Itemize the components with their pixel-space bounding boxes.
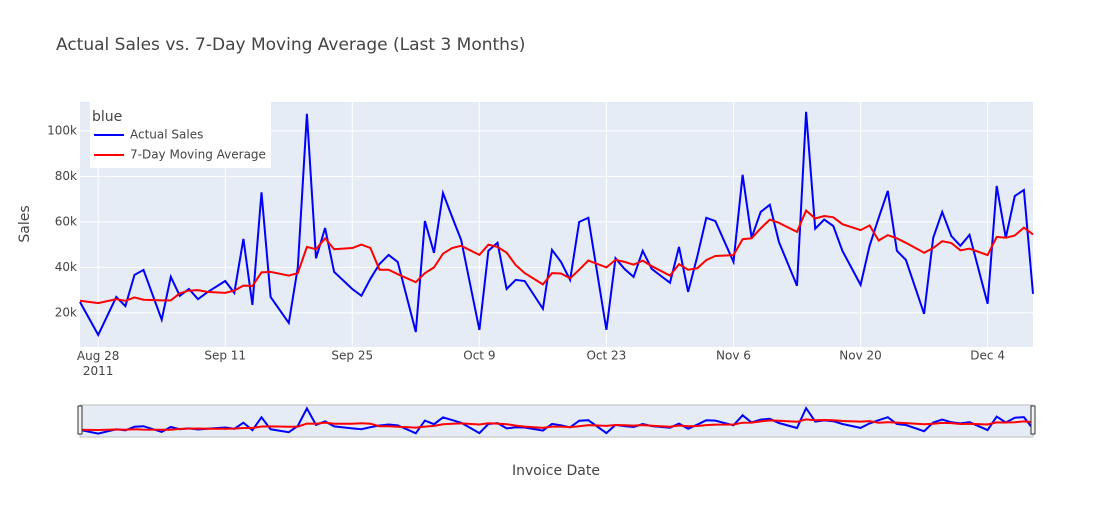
y-tick-label: 100k (47, 123, 77, 137)
y-tick-label: 60k (55, 214, 77, 228)
legend-title: blue (92, 109, 122, 125)
x-tick-label: Oct 23 (586, 349, 626, 363)
y-axis-title: Sales (17, 205, 33, 242)
x-tick-label: Sep 25 (331, 349, 373, 363)
x-tick-label: Aug 28 2011 (77, 349, 120, 378)
x-tick-label: Dec 4 (970, 349, 1005, 363)
chart-title: Actual Sales vs. 7-Day Moving Average (L… (56, 35, 525, 55)
x-tick-label: Oct 9 (463, 349, 495, 363)
series-line (79, 208, 1034, 305)
range-handle-right[interactable] (1030, 405, 1036, 435)
range-slider[interactable] (79, 404, 1034, 438)
legend-label[interactable]: Actual Sales (130, 128, 203, 142)
y-tick-label: 80k (55, 169, 77, 183)
x-tick-label: Sep 11 (204, 349, 246, 363)
legend-label[interactable]: 7-Day Moving Average (130, 148, 266, 162)
range-handle-left[interactable] (77, 405, 83, 435)
series-line (79, 111, 1034, 338)
y-tick-label: 20k (55, 305, 77, 319)
range-slider-lines (79, 406, 1034, 435)
x-tick-label: Nov 20 (839, 349, 882, 363)
x-tick-label: Nov 6 (716, 349, 751, 363)
x-axis-title: Invoice Date (512, 463, 600, 479)
slider-line (79, 418, 1034, 432)
y-tick-label: 40k (55, 260, 77, 274)
lines (79, 111, 1034, 338)
